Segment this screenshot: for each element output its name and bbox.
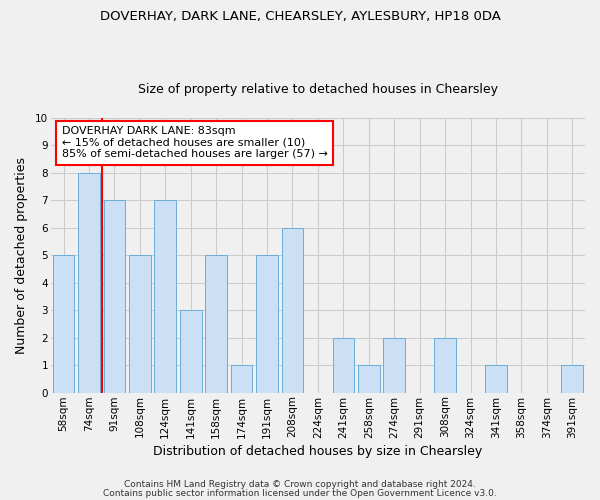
Text: Contains HM Land Registry data © Crown copyright and database right 2024.: Contains HM Land Registry data © Crown c… (124, 480, 476, 489)
Bar (383, 338, 405, 392)
X-axis label: Distribution of detached houses by size in Chearsley: Distribution of detached houses by size … (153, 444, 482, 458)
Bar (180, 310, 202, 392)
Bar (129, 256, 151, 392)
Title: Size of property relative to detached houses in Chearsley: Size of property relative to detached ho… (138, 83, 498, 96)
Text: DOVERHAY, DARK LANE, CHEARSLEY, AYLESBURY, HP18 0DA: DOVERHAY, DARK LANE, CHEARSLEY, AYLESBUR… (100, 10, 500, 23)
Bar (485, 365, 507, 392)
Bar (434, 338, 456, 392)
Bar (358, 365, 380, 392)
Bar (154, 200, 176, 392)
Bar (562, 365, 583, 392)
Bar (78, 173, 100, 392)
Bar (256, 256, 278, 392)
Bar (281, 228, 303, 392)
Bar (205, 256, 227, 392)
Text: DOVERHAY DARK LANE: 83sqm
← 15% of detached houses are smaller (10)
85% of semi-: DOVERHAY DARK LANE: 83sqm ← 15% of detac… (62, 126, 328, 160)
Bar (53, 256, 74, 392)
Y-axis label: Number of detached properties: Number of detached properties (15, 157, 28, 354)
Bar (231, 365, 253, 392)
Bar (104, 200, 125, 392)
Text: Contains public sector information licensed under the Open Government Licence v3: Contains public sector information licen… (103, 488, 497, 498)
Bar (332, 338, 354, 392)
